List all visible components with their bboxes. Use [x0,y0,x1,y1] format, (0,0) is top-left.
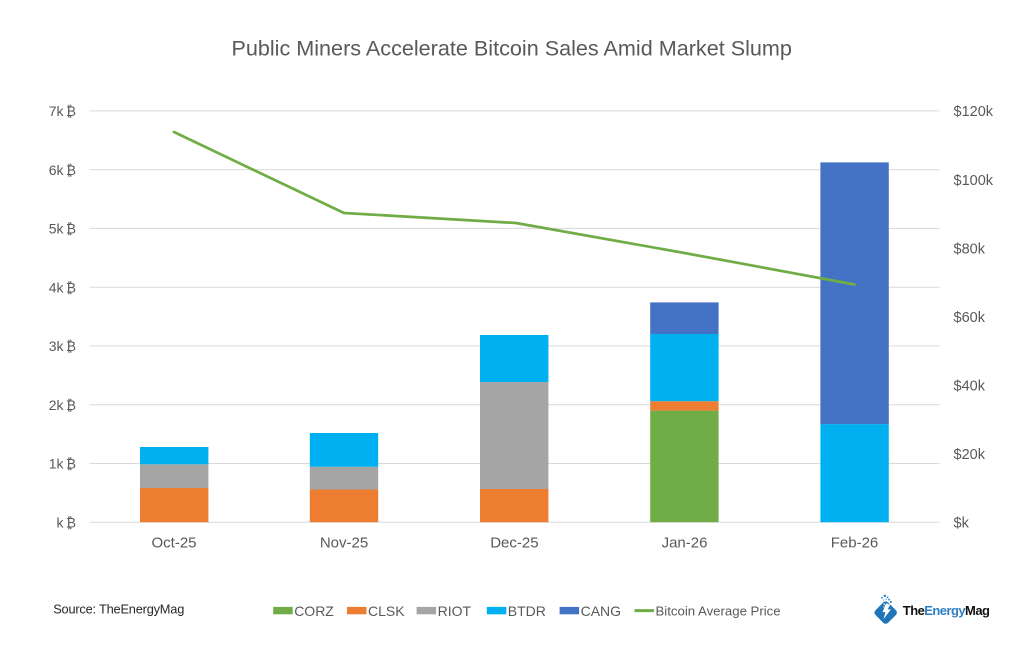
svg-text:Dec-25: Dec-25 [490,535,538,552]
svg-text:Source: TheEnergyMag: Source: TheEnergyMag [53,602,184,617]
svg-text:BTDR: BTDR [508,603,546,619]
svg-text:Bitcoin Average Price: Bitcoin Average Price [656,604,781,619]
svg-text:5k: 5k [49,221,65,237]
svg-text:₿: ₿ [66,104,76,119]
svg-text:Feb-26: Feb-26 [831,535,879,552]
svg-text:$80k: $80k [954,241,986,257]
svg-text:$100k: $100k [954,173,994,189]
svg-text:₿: ₿ [66,280,76,295]
svg-text:Public Miners Accelerate Bitco: Public Miners Accelerate Bitcoin Sales A… [231,35,791,60]
svg-text:Nov-25: Nov-25 [320,535,368,552]
svg-text:3k: 3k [49,338,65,354]
svg-text:$k: $k [954,516,970,532]
svg-text:$40k: $40k [954,378,986,394]
svg-text:2k: 2k [49,397,65,413]
svg-text:6k: 6k [49,162,65,178]
svg-text:CORZ: CORZ [294,603,334,619]
svg-text:TheEnergyMag: TheEnergyMag [903,603,990,618]
svg-text:4k: 4k [49,279,65,295]
svg-text:₿: ₿ [66,222,76,237]
svg-text:1k: 1k [49,456,65,472]
svg-text:Oct-25: Oct-25 [151,535,196,552]
svg-text:₿: ₿ [66,339,76,354]
svg-text:₿: ₿ [66,398,76,413]
svg-text:$20k: $20k [954,447,986,463]
svg-text:$60k: $60k [954,310,986,326]
svg-text:₿: ₿ [66,163,76,178]
svg-text:k: k [57,514,65,530]
svg-text:Jan-26: Jan-26 [662,535,708,552]
svg-text:CLSK: CLSK [368,603,405,619]
svg-text:$120k: $120k [954,104,994,120]
svg-text:7k: 7k [49,103,65,119]
svg-text:₿: ₿ [66,457,76,472]
svg-text:RIOT: RIOT [438,603,472,619]
svg-text:₿: ₿ [66,515,76,530]
svg-text:CANG: CANG [581,603,621,619]
